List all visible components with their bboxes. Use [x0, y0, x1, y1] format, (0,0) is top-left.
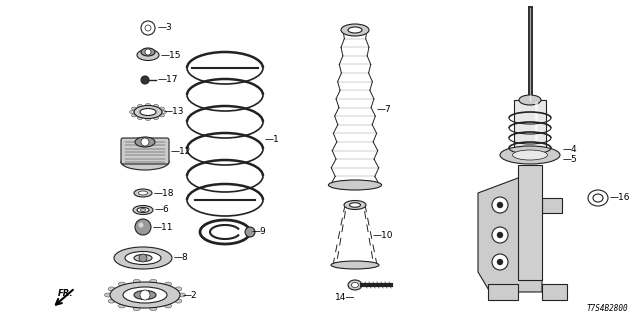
Circle shape: [141, 138, 149, 146]
FancyBboxPatch shape: [488, 284, 518, 300]
Ellipse shape: [140, 108, 156, 116]
Ellipse shape: [145, 103, 150, 107]
Text: —15: —15: [161, 51, 182, 60]
Ellipse shape: [344, 201, 366, 210]
Ellipse shape: [348, 280, 362, 290]
Circle shape: [140, 290, 150, 300]
Ellipse shape: [331, 261, 379, 269]
Ellipse shape: [328, 180, 381, 190]
Ellipse shape: [133, 279, 140, 283]
Ellipse shape: [132, 114, 137, 117]
Ellipse shape: [179, 293, 186, 297]
Ellipse shape: [164, 282, 172, 286]
Text: —2: —2: [183, 291, 198, 300]
Ellipse shape: [104, 293, 111, 297]
Text: —8: —8: [174, 253, 189, 262]
Ellipse shape: [348, 27, 362, 33]
Text: 14—: 14—: [335, 292, 355, 301]
FancyBboxPatch shape: [514, 100, 546, 155]
Ellipse shape: [133, 205, 153, 214]
Text: T7S4B2800: T7S4B2800: [586, 304, 628, 313]
Ellipse shape: [145, 117, 150, 121]
Ellipse shape: [159, 107, 164, 110]
FancyBboxPatch shape: [518, 165, 542, 280]
Ellipse shape: [132, 107, 137, 110]
Ellipse shape: [141, 48, 155, 56]
Circle shape: [492, 227, 508, 243]
Ellipse shape: [161, 110, 166, 114]
Text: —7: —7: [377, 106, 392, 115]
Ellipse shape: [150, 279, 157, 283]
Ellipse shape: [500, 146, 560, 164]
Ellipse shape: [138, 116, 143, 120]
Ellipse shape: [134, 254, 152, 261]
Text: —13: —13: [164, 108, 184, 116]
Ellipse shape: [519, 95, 541, 105]
Text: —5: —5: [563, 156, 578, 164]
Ellipse shape: [123, 287, 167, 303]
Ellipse shape: [141, 209, 145, 212]
FancyBboxPatch shape: [121, 138, 169, 164]
Circle shape: [141, 76, 149, 84]
Text: —1: —1: [265, 135, 280, 145]
Ellipse shape: [118, 282, 125, 286]
Circle shape: [497, 259, 503, 265]
Text: —16: —16: [610, 194, 630, 203]
Polygon shape: [478, 178, 542, 292]
Ellipse shape: [175, 287, 182, 291]
Ellipse shape: [110, 282, 180, 308]
Ellipse shape: [175, 299, 182, 303]
Ellipse shape: [159, 114, 164, 117]
Ellipse shape: [134, 106, 162, 118]
Ellipse shape: [593, 194, 603, 202]
Ellipse shape: [588, 190, 608, 206]
Ellipse shape: [125, 252, 161, 265]
Circle shape: [497, 232, 503, 238]
Polygon shape: [542, 198, 562, 213]
Text: FR.: FR.: [58, 289, 74, 298]
Ellipse shape: [108, 287, 115, 291]
Circle shape: [245, 227, 255, 237]
Text: —18: —18: [154, 188, 175, 197]
Circle shape: [141, 21, 155, 35]
Circle shape: [138, 222, 143, 228]
Ellipse shape: [135, 137, 155, 147]
Ellipse shape: [134, 189, 152, 197]
Circle shape: [492, 197, 508, 213]
Ellipse shape: [150, 307, 157, 311]
Ellipse shape: [154, 116, 159, 120]
Ellipse shape: [134, 291, 156, 300]
Circle shape: [139, 254, 147, 262]
Ellipse shape: [349, 203, 360, 207]
Circle shape: [145, 25, 151, 31]
Ellipse shape: [114, 247, 172, 269]
Ellipse shape: [164, 304, 172, 308]
Ellipse shape: [138, 191, 147, 195]
Ellipse shape: [138, 104, 143, 108]
Circle shape: [492, 254, 508, 270]
Ellipse shape: [129, 110, 134, 114]
Ellipse shape: [351, 283, 358, 287]
Text: —10: —10: [373, 230, 394, 239]
Ellipse shape: [137, 207, 149, 212]
FancyBboxPatch shape: [542, 284, 567, 300]
Ellipse shape: [121, 154, 169, 170]
Ellipse shape: [108, 299, 115, 303]
Ellipse shape: [154, 104, 159, 108]
Ellipse shape: [133, 307, 140, 311]
Ellipse shape: [118, 304, 125, 308]
Text: —12: —12: [171, 148, 191, 156]
Text: —9: —9: [252, 228, 267, 236]
Text: —17: —17: [158, 76, 179, 84]
Ellipse shape: [513, 150, 547, 160]
Circle shape: [145, 49, 151, 55]
Ellipse shape: [137, 50, 159, 60]
Text: —4: —4: [563, 146, 578, 155]
Text: —11: —11: [153, 222, 173, 231]
Circle shape: [497, 202, 503, 208]
Text: —3: —3: [158, 23, 173, 33]
Circle shape: [135, 219, 151, 235]
Text: —6: —6: [155, 205, 170, 214]
Ellipse shape: [341, 24, 369, 36]
